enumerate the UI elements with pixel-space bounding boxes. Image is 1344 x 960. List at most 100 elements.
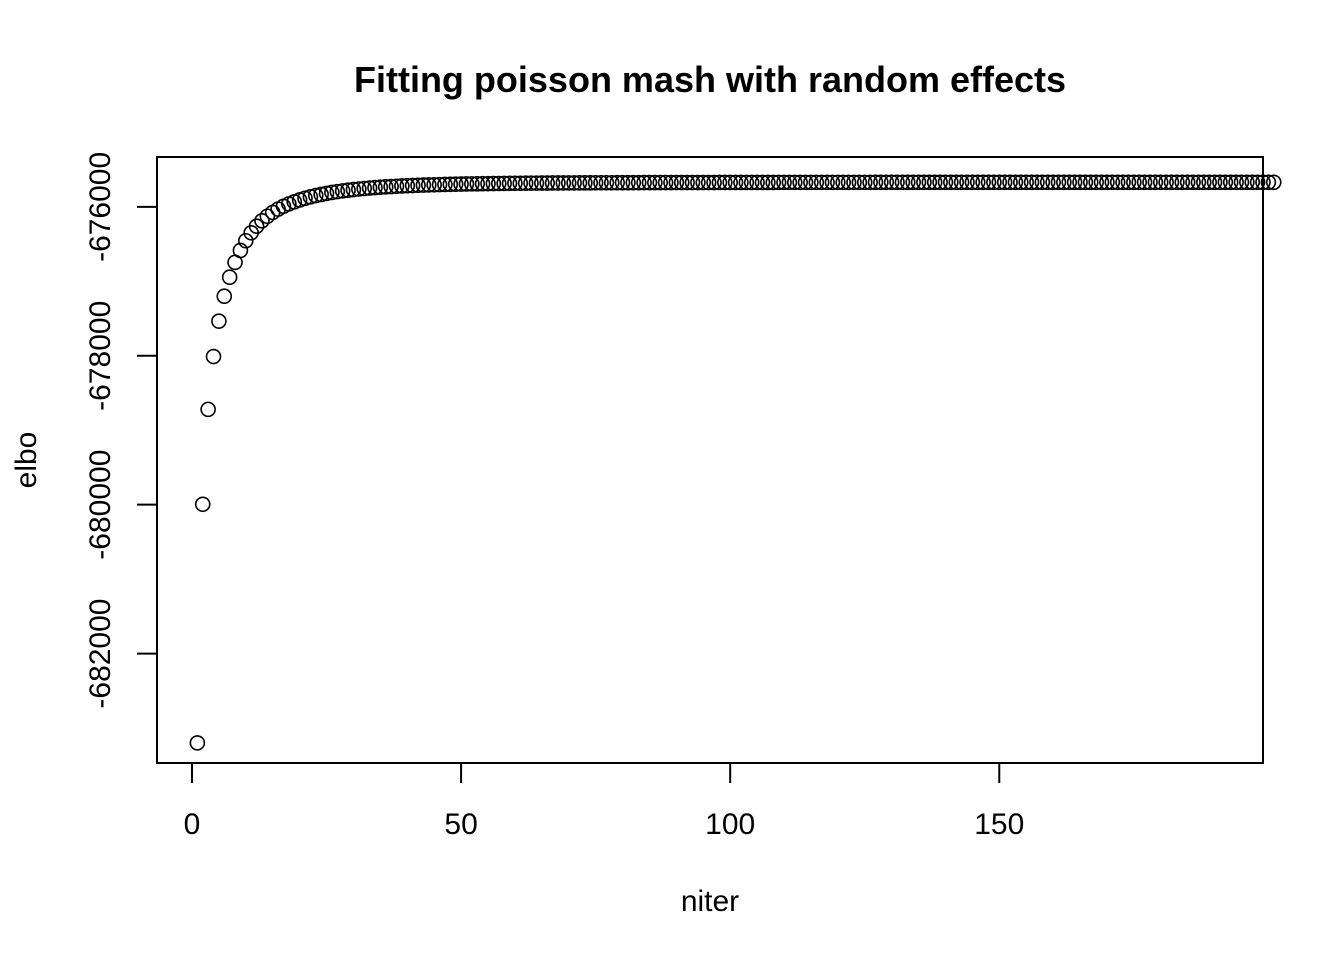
data-point [399, 177, 416, 194]
data-point [528, 175, 545, 191]
data-point [926, 174, 943, 191]
data-point [534, 175, 550, 191]
data-point [232, 242, 249, 259]
data-point [792, 174, 808, 191]
data-point [921, 174, 938, 191]
data-point [415, 177, 432, 193]
y-tick-label: -676000 [84, 152, 117, 262]
data-point [501, 175, 518, 192]
data-point [1158, 174, 1174, 191]
data-point [1013, 174, 1029, 191]
data-point [194, 496, 211, 513]
data-point [334, 183, 351, 199]
data-point [641, 174, 658, 191]
data-point [749, 174, 765, 191]
data-point [867, 174, 884, 191]
data-point [1136, 174, 1153, 191]
data-point [1244, 174, 1261, 191]
data-point [1061, 174, 1078, 191]
data-point [625, 174, 642, 191]
data-point [377, 179, 394, 195]
data-point [1217, 174, 1234, 191]
data-point [937, 174, 954, 191]
data-point [738, 174, 755, 191]
data-point [464, 176, 480, 192]
y-tick-label: -682000 [84, 599, 117, 709]
data-point [324, 184, 340, 201]
y-tick-label: -680000 [84, 450, 117, 560]
data-point [851, 174, 868, 191]
x-tick-label: 50 [444, 808, 477, 841]
data-point [372, 179, 389, 196]
data-point [340, 182, 356, 199]
data-point [598, 174, 615, 191]
data-point [1169, 174, 1185, 191]
data-point [873, 174, 889, 191]
data-point [517, 175, 534, 192]
data-point [862, 174, 878, 191]
data-point [647, 174, 663, 191]
data-point [846, 174, 862, 191]
data-point [1018, 174, 1034, 191]
data-point [582, 175, 599, 191]
data-point [1190, 174, 1207, 191]
x-axis-label: niter [681, 885, 739, 918]
data-point [1034, 174, 1051, 191]
data-point [1179, 174, 1196, 191]
data-point [819, 174, 835, 191]
data-point [539, 175, 555, 191]
data-point [603, 174, 620, 191]
data-point [840, 174, 857, 191]
data-point [652, 174, 669, 191]
data-point [383, 178, 399, 195]
data-point [630, 174, 647, 191]
data-point [1222, 174, 1239, 191]
data-point [238, 232, 254, 249]
data-point [1239, 174, 1255, 191]
data-point [733, 174, 749, 191]
data-point [512, 175, 529, 192]
data-point [700, 174, 717, 191]
data-point [587, 174, 604, 191]
data-point [345, 181, 362, 198]
data-point [797, 174, 814, 191]
data-point [550, 175, 566, 191]
data-point [394, 178, 410, 194]
data-point [1077, 174, 1094, 191]
data-point [711, 174, 728, 191]
data-point [1045, 174, 1061, 191]
data-point [442, 176, 459, 193]
data-point [571, 175, 588, 191]
data-point [437, 176, 453, 193]
data-point [189, 735, 206, 751]
data-point [953, 174, 970, 191]
data-point [754, 174, 771, 191]
data-point [544, 175, 561, 191]
data-point [1039, 174, 1056, 191]
chart-title: Fitting poisson mash with random effects [354, 59, 1066, 100]
data-point [1050, 174, 1067, 191]
data-point [560, 175, 577, 191]
data-point [743, 174, 760, 191]
data-point [899, 174, 916, 191]
data-point [410, 177, 426, 194]
data-point [776, 174, 792, 191]
data-point [668, 174, 685, 191]
data-point [1088, 174, 1104, 191]
data-point [878, 174, 895, 191]
data-point [969, 174, 986, 191]
data-point [356, 180, 373, 197]
x-axis: 0 50 100 150 [184, 762, 1024, 841]
data-point [307, 187, 324, 204]
data-point [1260, 174, 1277, 191]
data-point [469, 176, 486, 192]
data-point [593, 174, 609, 191]
data-point [1120, 174, 1137, 191]
data-point [351, 181, 367, 197]
data-point [996, 174, 1013, 191]
data-point [889, 174, 905, 191]
data-point [329, 183, 346, 200]
data-point [1152, 174, 1169, 191]
data-point [447, 176, 464, 192]
data-point [1265, 174, 1282, 191]
